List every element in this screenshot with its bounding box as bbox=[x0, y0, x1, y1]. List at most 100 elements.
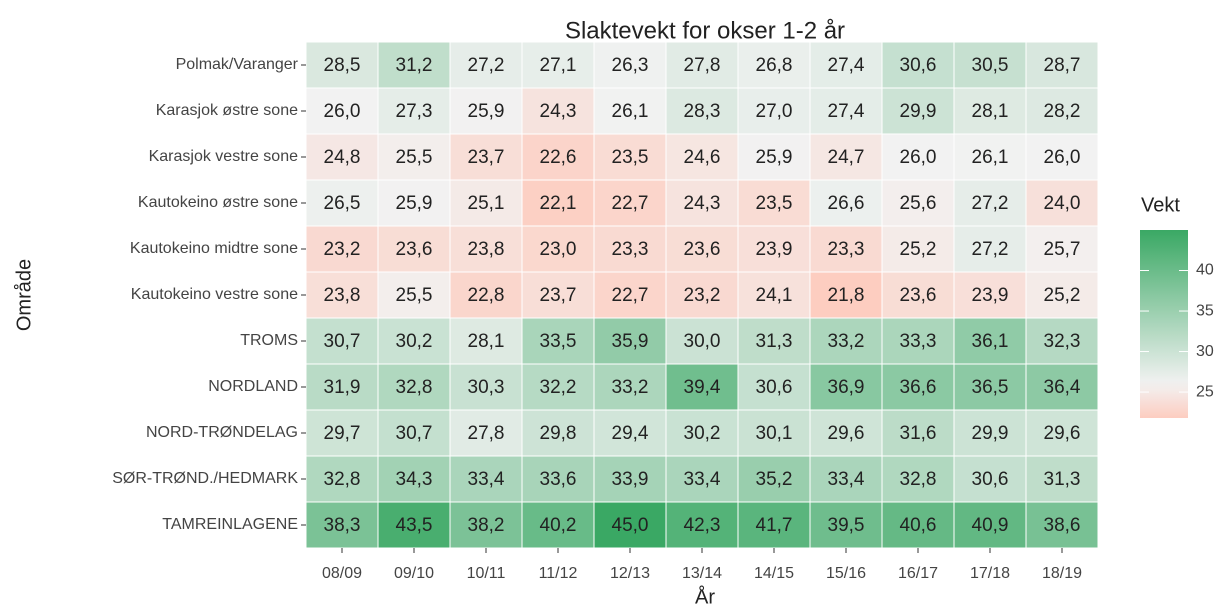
cell-label: 25,2 bbox=[900, 239, 937, 260]
heat-cell bbox=[953, 87, 1027, 135]
heat-cell bbox=[1025, 317, 1099, 365]
cell-label: 27,1 bbox=[540, 55, 577, 76]
cell-label: 23,8 bbox=[468, 239, 505, 260]
cell-label: 30,6 bbox=[756, 377, 793, 398]
heat-cell bbox=[1025, 225, 1099, 273]
x-tick-label: 08/09 bbox=[322, 565, 362, 582]
cell-label: 25,6 bbox=[900, 193, 937, 214]
heat-cell bbox=[305, 317, 379, 365]
heat-cell bbox=[809, 363, 883, 411]
cell-label: 30,2 bbox=[684, 423, 721, 444]
cell-label: 25,5 bbox=[396, 147, 433, 168]
cell-label: 27,8 bbox=[684, 55, 721, 76]
cell-label: 25,2 bbox=[1044, 285, 1081, 306]
x-axis-label: År bbox=[695, 585, 715, 608]
heat-cell bbox=[665, 317, 739, 365]
heat-cell bbox=[881, 501, 955, 549]
heat-cell bbox=[737, 225, 811, 273]
colorbar bbox=[1140, 230, 1188, 418]
legend-title: Vekt bbox=[1141, 194, 1180, 216]
heat-cell bbox=[665, 501, 739, 549]
cell-label: 28,3 bbox=[684, 101, 721, 122]
heat-cell bbox=[305, 87, 379, 135]
heat-cell bbox=[377, 501, 451, 549]
cell-label: 31,3 bbox=[1044, 469, 1081, 490]
heat-cell bbox=[809, 455, 883, 503]
cell-label: 40,6 bbox=[900, 515, 937, 536]
x-tick-label: 11/12 bbox=[539, 565, 578, 582]
cell-label: 30,6 bbox=[972, 469, 1009, 490]
chart-title: Slaktevekt for okser 1-2 år bbox=[565, 17, 845, 44]
cell-label: 25,9 bbox=[396, 193, 433, 214]
cell-label: 30,0 bbox=[684, 331, 721, 352]
cell-label: 27,2 bbox=[468, 55, 505, 76]
cell-label: 26,5 bbox=[324, 193, 361, 214]
heat-cell bbox=[665, 179, 739, 227]
cell-label: 23,9 bbox=[756, 239, 793, 260]
cell-label: 23,6 bbox=[396, 239, 433, 260]
y-tick-label: TROMS bbox=[240, 332, 298, 349]
heat-cell bbox=[809, 41, 883, 89]
cell-label: 38,3 bbox=[324, 515, 361, 536]
y-tick-label: Kautokeino vestre sone bbox=[131, 286, 298, 303]
cell-label: 42,3 bbox=[684, 515, 721, 536]
cell-label: 24,8 bbox=[324, 147, 361, 168]
heat-cell bbox=[953, 409, 1027, 457]
cell-label: 23,9 bbox=[972, 285, 1009, 306]
cell-label: 36,6 bbox=[900, 377, 937, 398]
cell-label: 26,1 bbox=[612, 101, 649, 122]
heat-cell bbox=[809, 87, 883, 135]
heat-cell bbox=[521, 133, 595, 181]
heat-cell bbox=[449, 363, 523, 411]
x-tick-label: 10/11 bbox=[467, 565, 506, 582]
heat-cell bbox=[1025, 179, 1099, 227]
heat-cell bbox=[665, 225, 739, 273]
cell-label: 27,8 bbox=[468, 423, 505, 444]
colorbar-tick-label: 40 bbox=[1196, 262, 1214, 279]
heat-cell bbox=[737, 133, 811, 181]
cell-label: 30,7 bbox=[396, 423, 433, 444]
cell-label: 33,4 bbox=[828, 469, 865, 490]
heat-cell bbox=[305, 409, 379, 457]
cell-label: 26,0 bbox=[1044, 147, 1081, 168]
heat-cell bbox=[305, 133, 379, 181]
x-tick-label: 15/16 bbox=[826, 565, 866, 582]
cell-label: 29,6 bbox=[1044, 423, 1081, 444]
colorbar-tick-label: 25 bbox=[1196, 383, 1214, 400]
x-tick-label: 17/18 bbox=[970, 565, 1010, 582]
cell-label: 23,3 bbox=[828, 239, 865, 260]
heat-cell bbox=[593, 225, 667, 273]
cell-label: 35,2 bbox=[756, 469, 793, 490]
cell-label: 23,5 bbox=[612, 147, 649, 168]
cell-label: 32,2 bbox=[540, 377, 577, 398]
x-tick-label: 12/13 bbox=[610, 565, 650, 582]
cell-label: 23,2 bbox=[324, 239, 361, 260]
cell-label: 27,2 bbox=[972, 239, 1009, 260]
heat-cell bbox=[737, 87, 811, 135]
cell-label: 29,8 bbox=[540, 423, 577, 444]
x-tick-label: 14/15 bbox=[754, 565, 794, 582]
heat-cell bbox=[593, 455, 667, 503]
cell-label: 28,5 bbox=[324, 55, 361, 76]
heat-cell bbox=[593, 363, 667, 411]
cell-label: 27,0 bbox=[756, 101, 793, 122]
cell-label: 32,3 bbox=[1044, 331, 1081, 352]
cell-label: 33,2 bbox=[612, 377, 649, 398]
heat-cell bbox=[305, 41, 379, 89]
cell-label: 26,3 bbox=[612, 55, 649, 76]
heat-cell bbox=[665, 409, 739, 457]
cell-label: 29,9 bbox=[900, 101, 937, 122]
cell-label: 26,1 bbox=[972, 147, 1009, 168]
cell-label: 33,4 bbox=[684, 469, 721, 490]
heat-cell bbox=[593, 87, 667, 135]
y-tick-label: SØR-TRØND./HEDMARK bbox=[112, 470, 298, 487]
cell-label: 33,3 bbox=[900, 331, 937, 352]
heat-cell bbox=[737, 271, 811, 319]
cell-label: 43,5 bbox=[396, 515, 433, 536]
heat-cell bbox=[377, 317, 451, 365]
cell-label: 27,2 bbox=[972, 193, 1009, 214]
heat-cell bbox=[377, 179, 451, 227]
heat-cell bbox=[1025, 409, 1099, 457]
cell-label: 22,7 bbox=[612, 285, 649, 306]
